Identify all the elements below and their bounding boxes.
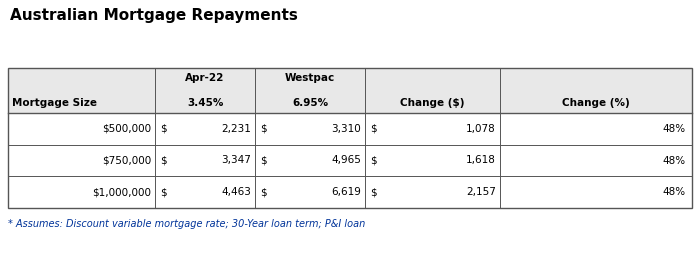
Text: $: $ xyxy=(370,155,377,165)
Bar xyxy=(8,68,692,113)
Bar xyxy=(8,176,692,208)
Text: $: $ xyxy=(160,124,167,134)
Text: $: $ xyxy=(370,124,377,134)
Text: 2,231: 2,231 xyxy=(221,124,251,134)
Bar xyxy=(8,145,692,176)
Text: Westpac: Westpac xyxy=(285,73,335,83)
Text: $: $ xyxy=(160,155,167,165)
Text: $: $ xyxy=(260,155,267,165)
Text: 1,078: 1,078 xyxy=(466,124,496,134)
Text: Change ($): Change ($) xyxy=(400,98,465,108)
Text: $: $ xyxy=(260,124,267,134)
Text: $1,000,000: $1,000,000 xyxy=(92,187,151,197)
Text: 6.95%: 6.95% xyxy=(292,98,328,108)
Text: 48%: 48% xyxy=(663,124,686,134)
Text: Mortgage Size: Mortgage Size xyxy=(12,98,97,108)
Text: 4,965: 4,965 xyxy=(331,155,361,165)
Bar xyxy=(8,113,692,145)
Text: $: $ xyxy=(260,187,267,197)
Text: $: $ xyxy=(370,187,377,197)
Text: Change (%): Change (%) xyxy=(562,98,630,108)
Text: 3,310: 3,310 xyxy=(331,124,361,134)
Text: $: $ xyxy=(160,187,167,197)
Text: 6,619: 6,619 xyxy=(331,187,361,197)
Text: 48%: 48% xyxy=(663,187,686,197)
Text: * Assumes: Discount variable mortgage rate; 30-Year loan term; P&I loan: * Assumes: Discount variable mortgage ra… xyxy=(8,219,365,229)
Text: 3,347: 3,347 xyxy=(221,155,251,165)
Text: $750,000: $750,000 xyxy=(102,155,151,165)
Text: 1,618: 1,618 xyxy=(466,155,496,165)
Bar xyxy=(8,68,692,208)
Text: 4,463: 4,463 xyxy=(221,187,251,197)
Text: 2,157: 2,157 xyxy=(466,187,496,197)
Text: $500,000: $500,000 xyxy=(102,124,151,134)
Text: 48%: 48% xyxy=(663,155,686,165)
Text: Apr-22: Apr-22 xyxy=(186,73,225,83)
Text: Australian Mortgage Repayments: Australian Mortgage Repayments xyxy=(10,8,298,23)
Text: 3.45%: 3.45% xyxy=(187,98,223,108)
